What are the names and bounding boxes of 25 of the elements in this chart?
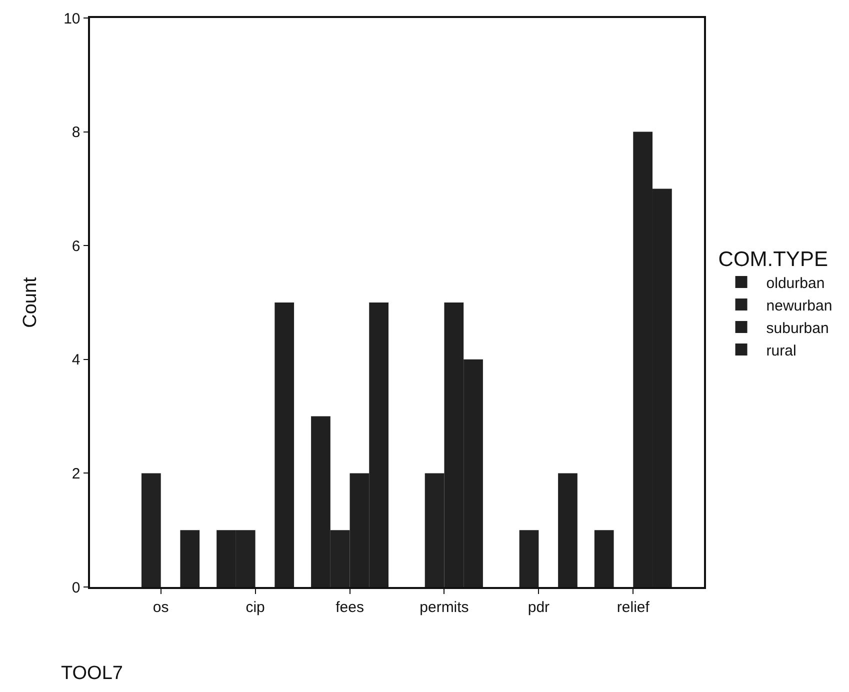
- y-axis-title: Count: [20, 276, 41, 328]
- legend-label: suburban: [766, 320, 829, 337]
- x-axis-title: TOOL7: [61, 663, 123, 684]
- x-tick-label: pdr: [528, 598, 550, 616]
- y-tick-label: 2: [72, 465, 80, 482]
- bar: [519, 530, 539, 587]
- x-tick-label: permits: [420, 598, 469, 616]
- y-tick-label: 8: [72, 124, 80, 142]
- x-tick-label: relief: [616, 598, 650, 616]
- bar: [274, 302, 294, 587]
- y-tick-label: 0: [72, 579, 80, 596]
- x-tick-label: os: [152, 598, 169, 616]
- y-tick-label: 6: [72, 238, 80, 255]
- bar: [180, 530, 200, 587]
- legend-label: rural: [766, 342, 796, 360]
- bar: [594, 530, 614, 587]
- y-tick-label: 10: [64, 10, 80, 28]
- bar: [558, 473, 578, 587]
- legend-label: oldurban: [766, 274, 825, 292]
- bar: [141, 473, 161, 587]
- legend-label: newurban: [766, 297, 832, 314]
- x-tick-label: cip: [246, 598, 265, 616]
- legend-title: COM.TYPE: [718, 248, 828, 271]
- y-tick-label: 4: [72, 352, 80, 369]
- x-tick-label: fees: [336, 598, 364, 616]
